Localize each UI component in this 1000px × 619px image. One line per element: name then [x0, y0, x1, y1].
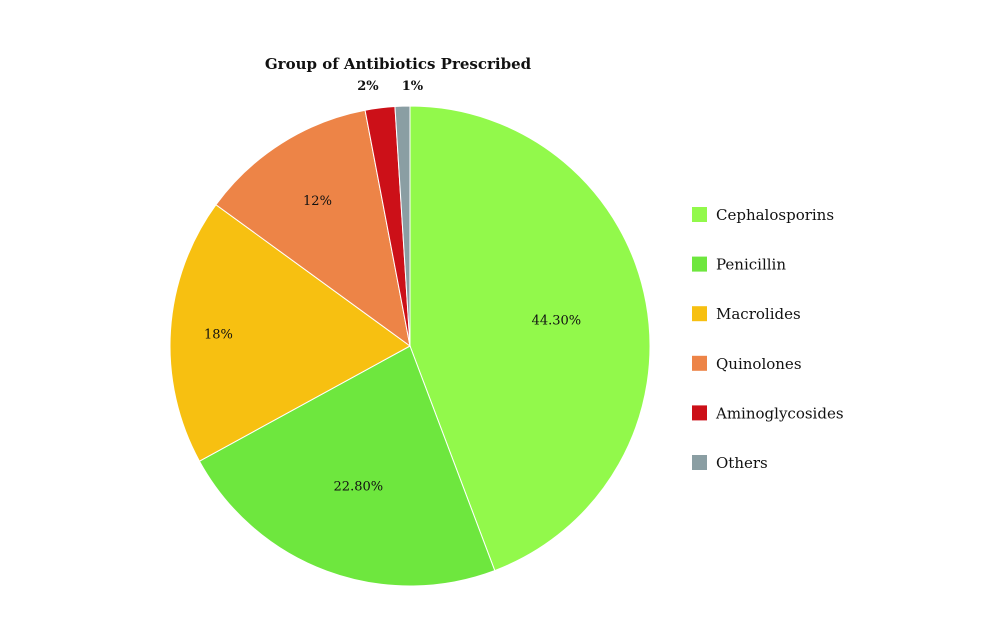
legend: Cephalosporins Penicillin Macrolides Quinol…: [692, 206, 844, 472]
pie-slice-macrolides: [169, 204, 411, 462]
legend-item-others: Others: [692, 454, 768, 472]
legend-swatch: [692, 256, 707, 272]
pie-slice-quinolones: [215, 109, 411, 348]
slice-label-cephalosporins: 44.30%: [532, 313, 582, 328]
slice-label-others: 1%: [402, 79, 424, 94]
legend-label: Penicillin: [716, 256, 786, 274]
pie-slice-cephalosporins: [409, 105, 651, 572]
legend-item-cephalosporins: Cephalosporins: [692, 206, 834, 224]
legend-swatch: [692, 355, 707, 371]
legend-item-penicillin: Penicillin: [692, 256, 786, 274]
legend-label: Quinolones: [716, 355, 802, 373]
legend-swatch: [692, 455, 707, 470]
slice-label-macrolides: 18%: [204, 328, 233, 343]
legend-label: Aminoglycosides: [715, 404, 844, 422]
legend-item-quinolones: Quinolones: [692, 355, 802, 373]
legend-item-macrolides: Macrolides: [692, 305, 801, 323]
chart-title: Group of Antibiotics Prescribed: [265, 55, 532, 73]
legend-label: Others: [716, 454, 768, 472]
legend-swatch: [692, 306, 707, 322]
legend-label: Macrolides: [716, 305, 801, 323]
legend-swatch: [692, 207, 707, 222]
pie-slices: [169, 105, 651, 587]
legend-item-aminoglycosides: Aminoglycosides: [692, 404, 844, 422]
legend-swatch: [692, 405, 707, 421]
slice-label-penicillin: 22.80%: [334, 480, 384, 495]
slice-labels: 44.30% 22.80% 18% 12% 2% 1%: [204, 79, 581, 495]
pie-slice-others: [394, 105, 411, 347]
legend-label: Cephalosporins: [716, 206, 834, 224]
slice-label-aminoglycosides: 2%: [357, 79, 379, 94]
slice-label-quinolones: 12%: [303, 194, 332, 209]
pie-slice-penicillin: [198, 345, 496, 587]
